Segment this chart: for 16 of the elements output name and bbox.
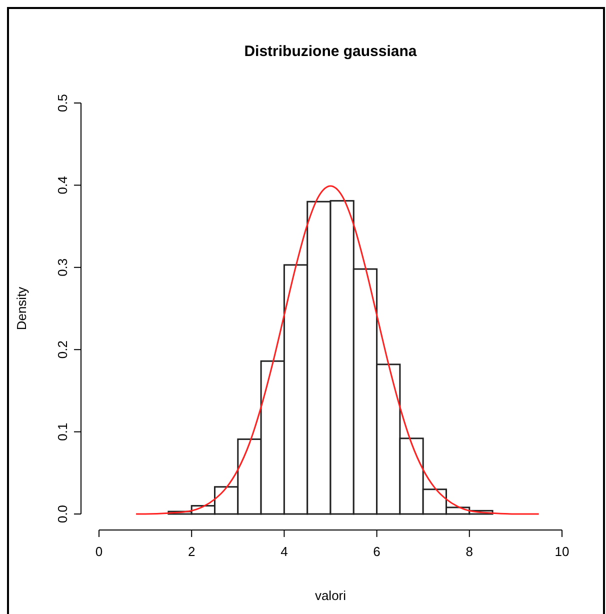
y-tick-label: 0.3 xyxy=(55,258,70,276)
y-tick-label: 0.4 xyxy=(55,176,70,194)
x-tick-label: 10 xyxy=(554,544,570,559)
y-tick-label: 0.1 xyxy=(55,422,70,441)
x-tick-label: 8 xyxy=(466,544,474,559)
y-tick-label: 0.0 xyxy=(55,504,70,524)
line-series xyxy=(135,185,540,515)
x-tick-label: 6 xyxy=(373,544,380,559)
x-tick-label: 2 xyxy=(188,544,196,559)
x-tick-label: 4 xyxy=(280,544,288,559)
x-tick-label: 0 xyxy=(95,544,103,559)
x-axis-title: valori xyxy=(314,588,346,603)
y-tick-label: 0.5 xyxy=(55,94,70,112)
y-tick-label: 0.2 xyxy=(55,340,70,359)
chart-title: Distribuzione gaussiana xyxy=(244,43,418,60)
y-axis-title: Density xyxy=(14,286,29,330)
